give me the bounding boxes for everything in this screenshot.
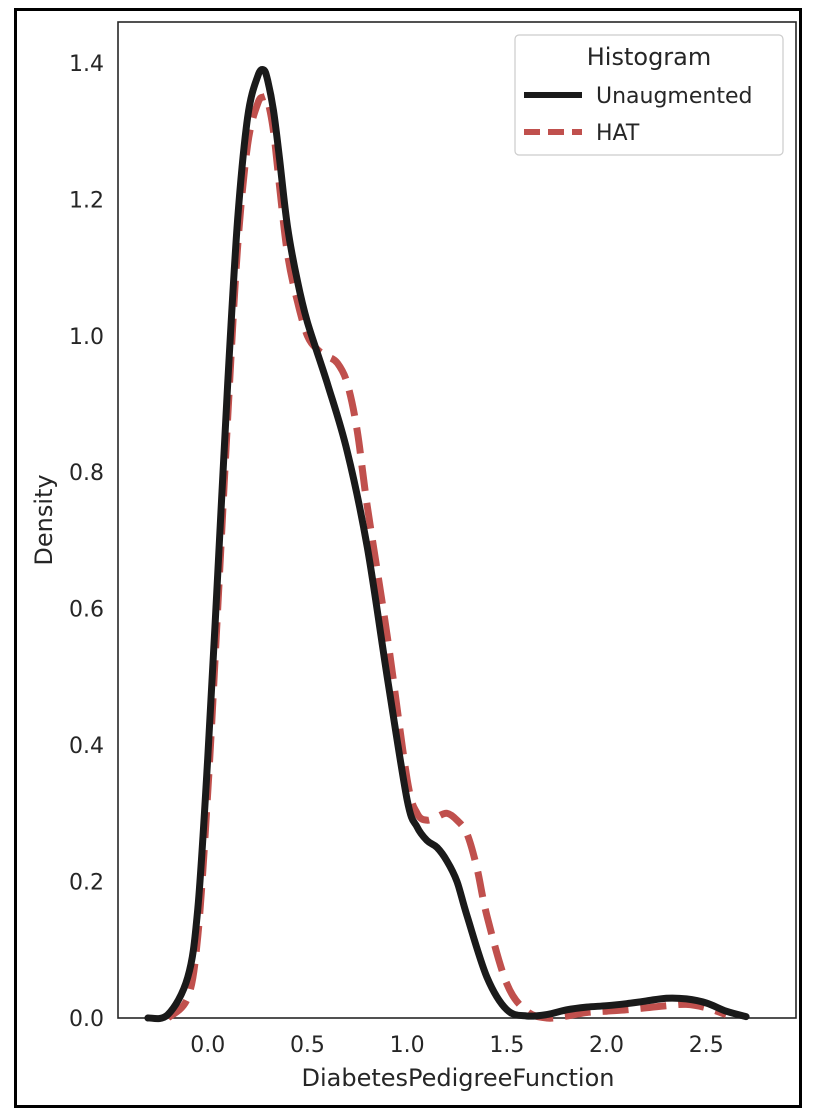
y-tick-label: 1.4 bbox=[69, 52, 104, 77]
figure-frame bbox=[14, 8, 802, 1108]
y-axis-ticks: 0.0 0.2 0.4 0.6 0.8 1.0 1.2 1.4 bbox=[69, 52, 104, 1032]
x-tick-label: 0.0 bbox=[190, 1033, 225, 1058]
y-tick-label: 0.0 bbox=[69, 1007, 104, 1032]
y-tick-label: 0.4 bbox=[69, 734, 104, 759]
y-tick-label: 1.2 bbox=[69, 188, 104, 213]
x-tick-label: 1.5 bbox=[489, 1033, 524, 1058]
series-line-hat bbox=[165, 92, 728, 1022]
x-tick-label: 2.5 bbox=[689, 1033, 724, 1058]
x-tick-label: 0.5 bbox=[290, 1033, 325, 1058]
x-axis-label: DiabetesPedigreeFunction bbox=[301, 1064, 614, 1092]
plot-area-border bbox=[117, 21, 797, 1019]
legend: Histogram Unaugmented HAT bbox=[514, 34, 784, 156]
x-tick-label: 2.0 bbox=[589, 1033, 624, 1058]
series-line-unaugmented bbox=[144, 66, 750, 1023]
legend-title: Histogram bbox=[587, 43, 712, 71]
legend-label-unaugmented: Unaugmented bbox=[596, 84, 752, 109]
legend-label-hat: HAT bbox=[596, 121, 640, 146]
y-tick-label: 0.2 bbox=[69, 871, 104, 896]
series-lines bbox=[144, 66, 750, 1023]
legend-box bbox=[514, 34, 784, 156]
y-tick-label: 0.6 bbox=[69, 598, 104, 623]
y-axis-label: Density bbox=[30, 474, 58, 565]
y-tick-label: 1.0 bbox=[69, 325, 104, 350]
x-tick-label: 1.0 bbox=[390, 1033, 425, 1058]
y-tick-label: 0.8 bbox=[69, 461, 104, 486]
x-axis-ticks: 0.0 0.5 1.0 1.5 2.0 2.5 bbox=[190, 1033, 724, 1058]
